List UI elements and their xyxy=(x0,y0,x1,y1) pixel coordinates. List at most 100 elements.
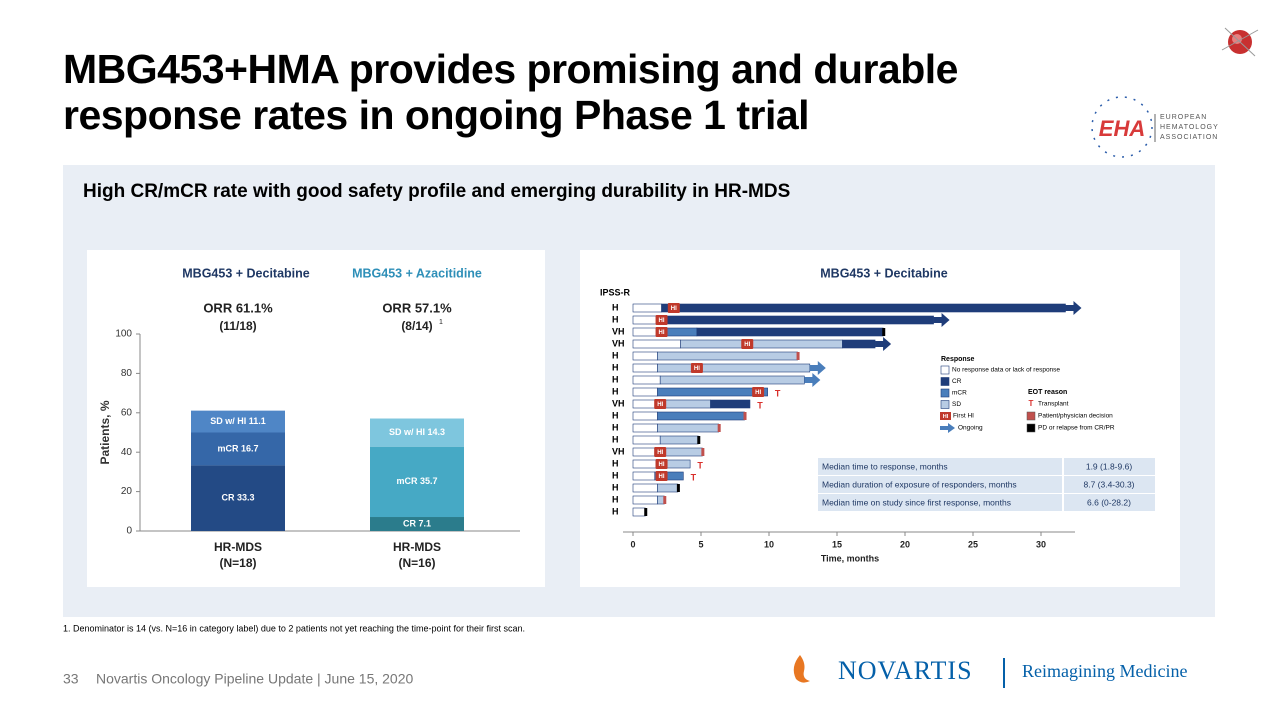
segment-label: SD w/ HI 11.1 xyxy=(210,416,266,426)
x-axis-label: Time, months xyxy=(821,553,879,563)
hi-badge xyxy=(690,363,703,373)
swim-segment xyxy=(657,411,745,421)
eot-block xyxy=(743,412,747,420)
ipss-label: H xyxy=(612,350,619,360)
summary-row xyxy=(1064,458,1155,475)
swim-segment xyxy=(632,363,658,373)
ipss-label: H xyxy=(612,482,619,492)
summary-row xyxy=(818,494,1062,511)
ipss-label: H xyxy=(612,470,619,480)
bar-segment xyxy=(370,418,464,447)
novartis-logo: NOVARTIS Reimagining Medicine xyxy=(793,655,1187,688)
swim-segment xyxy=(632,459,657,469)
bar-segment xyxy=(191,465,285,531)
ongoing-arrow xyxy=(804,373,821,387)
segment-label: CR 7.1 xyxy=(403,518,431,528)
eot-block xyxy=(701,448,705,456)
y-tick-label: 60 xyxy=(121,407,133,418)
x-tick-label: 0 xyxy=(630,539,635,549)
swim-segment xyxy=(632,339,681,349)
hi-label: HI xyxy=(744,342,750,348)
summary-row xyxy=(818,458,1062,475)
transplant-marker: T xyxy=(691,472,697,482)
legend-label: Ongoing xyxy=(958,425,983,432)
hi-badge xyxy=(655,459,668,469)
eha-name: EUROPEAN xyxy=(1160,114,1207,121)
swim-segment xyxy=(632,435,661,445)
summary-row xyxy=(1064,494,1155,511)
x-tick-sublabel: (N=18) xyxy=(219,556,256,570)
y-tick-label: 40 xyxy=(121,447,133,458)
slide-title: MBG453+HMA provides promising and durabl… xyxy=(63,46,958,92)
legend-label: Patient/physician decision xyxy=(1038,413,1113,420)
swim-segment xyxy=(659,435,699,445)
hi-badge xyxy=(654,447,667,457)
hi-label: HI xyxy=(659,462,665,468)
y-header: IPSS-R xyxy=(600,287,631,297)
x-tick-label: 30 xyxy=(1036,539,1046,549)
x-tick-label: HR-MDS xyxy=(393,540,441,554)
eha-logo: EHA EUROPEAN HEMATOLOGY ASSOCIATION xyxy=(1091,96,1218,158)
eot-block xyxy=(796,352,800,360)
swim-segment xyxy=(680,339,843,349)
x-tick-label: 20 xyxy=(900,539,910,549)
group-title: MBG453 + Azacitidine xyxy=(352,266,482,280)
ipss-label: H xyxy=(612,506,619,516)
legend-label: SD xyxy=(952,401,961,408)
swim-segment xyxy=(661,303,1066,313)
segment-label: SD w/ HI 14.3 xyxy=(389,427,445,437)
legend-swatch xyxy=(1026,411,1036,421)
legend-title: Response xyxy=(941,356,975,363)
swim-segment xyxy=(632,387,658,397)
swim-segment xyxy=(842,339,876,349)
legend-hi-symbol: HI xyxy=(943,414,949,420)
swim-segment xyxy=(657,483,679,493)
eha-name: ASSOCIATION xyxy=(1160,134,1218,141)
ipss-label: H xyxy=(612,494,619,504)
ongoing-arrow xyxy=(809,361,826,375)
footer-text: Novartis Oncology Pipeline Update | June… xyxy=(96,671,413,687)
hi-label: HI xyxy=(694,366,700,372)
hi-label: HI xyxy=(657,402,663,408)
ipss-label: H xyxy=(612,410,619,420)
orr-detail: (8/14) xyxy=(401,319,432,333)
legend-swatch xyxy=(940,400,950,409)
swim-segment xyxy=(632,399,658,409)
segment-label: CR 33.3 xyxy=(221,493,254,503)
legend-label: mCR xyxy=(952,390,967,397)
ipss-label: VH xyxy=(612,446,625,456)
ipss-label: H xyxy=(612,302,619,312)
subtitle: High CR/mCR rate with good safety profil… xyxy=(83,181,790,202)
summary-label: Median time on study since first respons… xyxy=(822,497,1011,507)
summary-value: 8.7 (3.4-30.3) xyxy=(1083,479,1134,489)
ipss-label: VH xyxy=(612,326,625,336)
x-tick-label: HR-MDS xyxy=(214,540,262,554)
legend-swatch xyxy=(940,388,950,398)
ipss-label: H xyxy=(612,314,619,324)
page-number: 33 xyxy=(63,671,79,687)
swim-segment xyxy=(710,399,751,409)
ongoing-arrow xyxy=(933,313,950,327)
transplant-marker: T xyxy=(697,460,703,470)
x-tick-label: 25 xyxy=(968,539,978,549)
hi-label: HI xyxy=(755,390,761,396)
flame xyxy=(793,655,810,683)
legend-swatch xyxy=(1026,423,1036,433)
footnote-ref: 1 xyxy=(439,319,443,326)
summary-value: 1.9 (1.8-9.6) xyxy=(1086,461,1132,471)
footnote: 1. Denominator is 14 (vs. N=16 in catego… xyxy=(63,623,525,633)
eha-mark: EHA xyxy=(1099,116,1145,141)
swim-segment xyxy=(657,363,811,373)
y-tick-label: 100 xyxy=(115,329,132,340)
legend-label: Transplant xyxy=(1038,401,1069,408)
ongoing-arrow xyxy=(1065,301,1082,315)
swim-segment xyxy=(657,351,798,361)
summary-row xyxy=(1064,476,1155,493)
hi-label: HI xyxy=(671,306,677,312)
y-tick-label: 80 xyxy=(121,368,133,379)
eot-block xyxy=(717,424,721,432)
legend-title: EOT reason xyxy=(1028,389,1067,396)
swim-segment xyxy=(659,315,934,325)
bar-segment xyxy=(191,432,285,466)
